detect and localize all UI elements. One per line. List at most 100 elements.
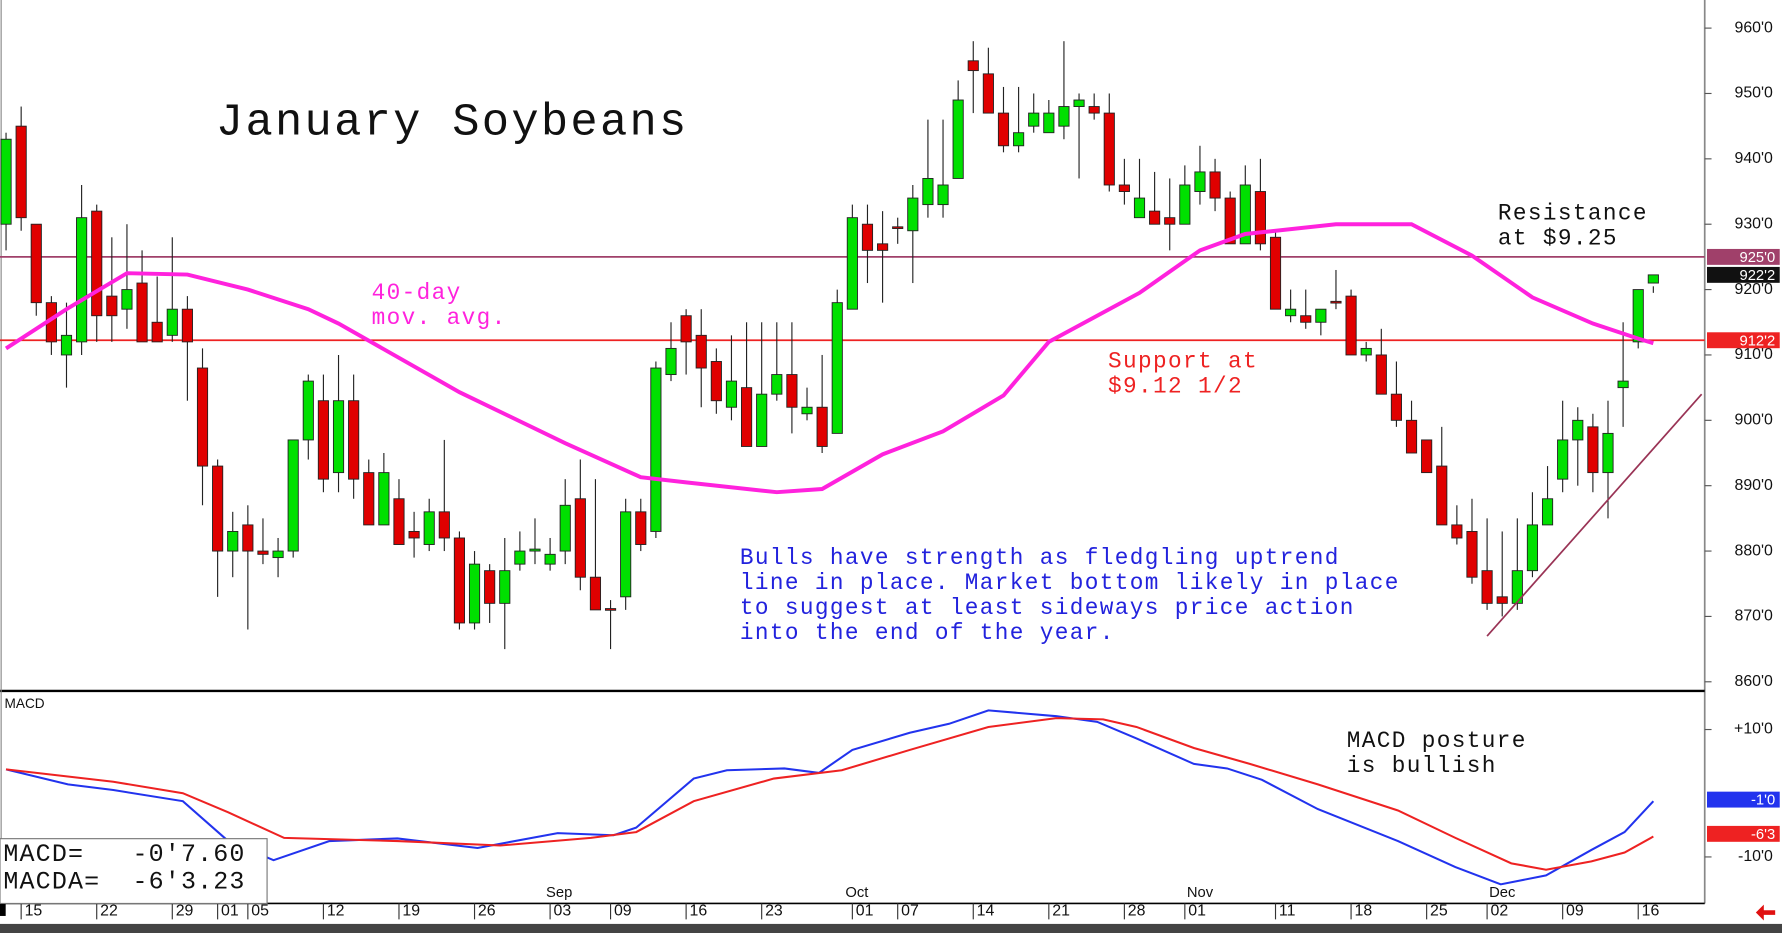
candle-body xyxy=(620,511,632,598)
y-tick-label: 920'0 xyxy=(1734,281,1773,298)
x-tick-label: 16 xyxy=(1642,903,1660,920)
level-box xyxy=(1706,332,1780,349)
candle-body xyxy=(937,184,949,206)
x-tick-label: 05 xyxy=(251,903,269,920)
candle-body xyxy=(604,608,617,611)
x-tick-label: 18 xyxy=(1354,903,1372,920)
candle-body xyxy=(846,217,858,310)
y-tick-label: +10'0 xyxy=(1734,721,1773,738)
candle-body xyxy=(544,553,556,565)
candle-body xyxy=(1481,570,1493,604)
x-tick-label: 03 xyxy=(554,903,572,920)
candle-body xyxy=(332,400,345,474)
candle-body xyxy=(680,315,692,343)
candle-body xyxy=(559,504,571,552)
readout: MACD= -0'7.60 xyxy=(3,840,245,869)
x-tick-label: 07 xyxy=(901,903,919,920)
annotation: $9.12 1/2 xyxy=(1108,373,1243,399)
candle-body xyxy=(1647,274,1659,284)
annotation: is bullish xyxy=(1347,753,1497,779)
candle-body xyxy=(1058,106,1070,127)
candle-body xyxy=(453,537,465,624)
candle-body xyxy=(529,548,541,552)
month-label: Sep xyxy=(546,885,572,901)
x-tick-label: 15 xyxy=(25,903,43,920)
level-box xyxy=(1706,266,1780,283)
candle-body xyxy=(76,217,88,343)
month-label: Nov xyxy=(1187,885,1214,901)
candle-body xyxy=(196,367,209,467)
candle-body xyxy=(348,400,360,480)
y-tick-label: 870'0 xyxy=(1734,608,1773,625)
annotation: line in place. Market bottom likely in p… xyxy=(740,570,1400,596)
candle-body xyxy=(831,302,843,434)
candle-body xyxy=(287,439,299,552)
scroll-marker xyxy=(0,900,6,916)
readout: MACDA= -6'3.23 xyxy=(3,867,245,896)
x-tick-label: 25 xyxy=(1430,903,1448,920)
candle-body xyxy=(892,226,904,229)
y-tick-label: 950'0 xyxy=(1734,85,1773,102)
candle-body xyxy=(997,112,1010,147)
candle-body xyxy=(574,498,586,578)
candle-body xyxy=(106,295,118,317)
candle-body xyxy=(922,178,934,206)
candle-body xyxy=(952,99,964,179)
candle-body xyxy=(0,138,12,225)
candle-body xyxy=(121,289,133,310)
candle-body xyxy=(272,550,284,559)
candle-body xyxy=(665,347,677,376)
candle-body xyxy=(756,393,768,447)
x-tick-label: 26 xyxy=(478,903,496,920)
scroll-arrow[interactable] xyxy=(1755,904,1776,921)
candle-body xyxy=(151,321,163,343)
candle-body xyxy=(438,511,450,539)
candle-body xyxy=(635,511,647,545)
chart-title: January Soybeans xyxy=(216,97,689,149)
y-tick-label: 880'0 xyxy=(1734,542,1773,559)
candle-body xyxy=(650,367,662,532)
candle-body xyxy=(877,243,889,251)
candle-body xyxy=(499,570,511,604)
candle-body xyxy=(1587,426,1599,474)
candle-body xyxy=(1557,439,1569,480)
candle-body xyxy=(378,472,390,526)
candle-body xyxy=(15,125,27,219)
candle-body xyxy=(695,334,707,369)
candle-body xyxy=(60,334,73,356)
candle-body xyxy=(317,400,329,480)
y-tick-label: 860'0 xyxy=(1734,673,1773,690)
candle-body xyxy=(1013,132,1025,147)
candle-body xyxy=(1375,354,1387,395)
candle-body xyxy=(967,60,979,72)
level-label: -6'3 xyxy=(1751,827,1775,843)
candle-body xyxy=(1285,308,1297,317)
candle-body xyxy=(1390,393,1402,421)
candle-body xyxy=(136,282,148,343)
candle-body xyxy=(1088,106,1100,114)
candle-body xyxy=(1224,197,1236,245)
month-label: Oct xyxy=(845,885,868,901)
level-label: -1'0 xyxy=(1751,793,1775,809)
candle-body xyxy=(982,73,994,114)
candle-body xyxy=(741,387,753,447)
candle-body xyxy=(242,524,254,552)
candle-body xyxy=(907,197,919,232)
level-box xyxy=(1706,825,1780,842)
candle-body xyxy=(1466,530,1478,578)
x-tick-label: 14 xyxy=(977,903,995,920)
candle-body xyxy=(408,530,420,539)
x-tick-label: 09 xyxy=(1566,903,1584,920)
annotation: at $9.25 xyxy=(1498,226,1618,252)
level-box xyxy=(1706,248,1780,265)
candle-body xyxy=(363,472,375,526)
x-tick-label: 11 xyxy=(1279,903,1296,920)
x-tick-label: 01 xyxy=(1188,903,1206,920)
candle-body xyxy=(166,308,178,336)
annotation: MACD posture xyxy=(1347,728,1527,754)
bottom-strip xyxy=(0,923,1782,933)
month-label: Dec xyxy=(1489,885,1515,901)
candle-body xyxy=(423,511,435,545)
candle-body xyxy=(257,550,269,555)
